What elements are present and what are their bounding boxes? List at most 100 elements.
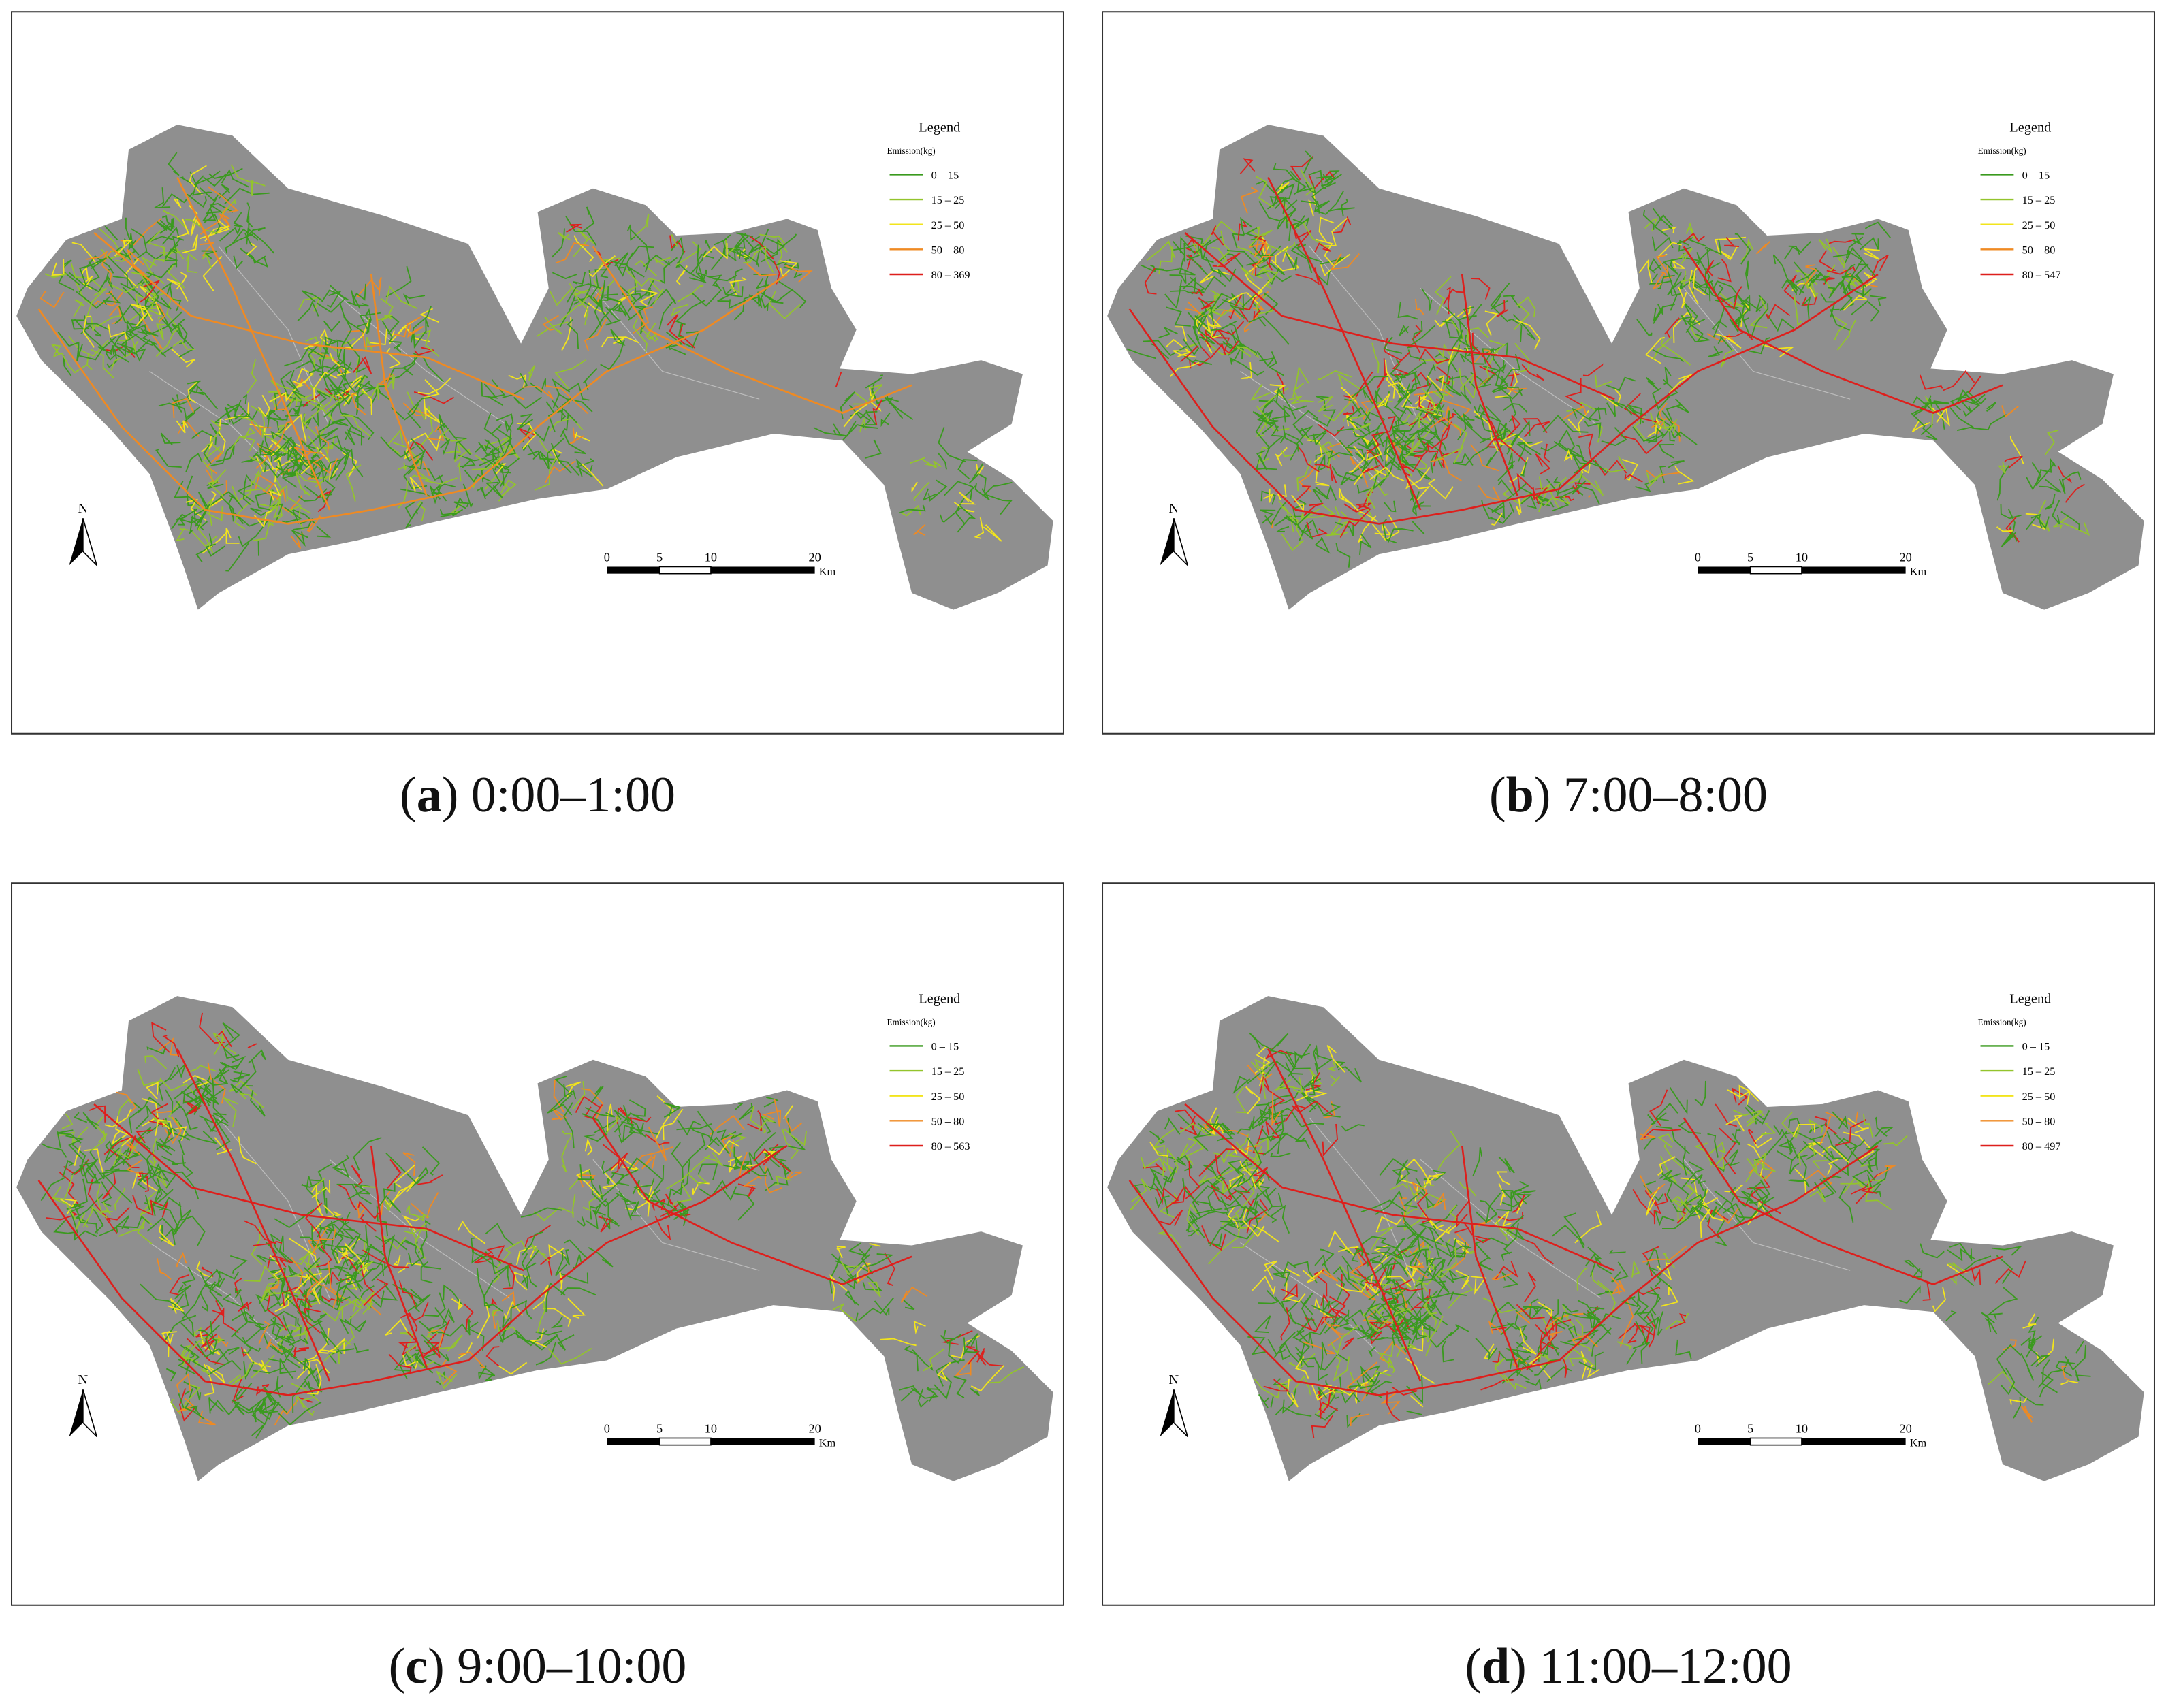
road xyxy=(414,1229,429,1259)
road xyxy=(51,259,65,276)
road xyxy=(1216,1122,1234,1142)
road xyxy=(1653,304,1663,324)
road xyxy=(409,432,441,451)
road xyxy=(1251,1223,1280,1243)
road xyxy=(1580,459,1591,474)
road xyxy=(1414,298,1424,315)
arterial-road xyxy=(37,273,788,525)
road xyxy=(629,1099,646,1117)
road xyxy=(903,1300,915,1310)
road xyxy=(1372,515,1400,541)
road xyxy=(1165,1187,1185,1209)
road xyxy=(1645,1313,1660,1330)
road xyxy=(1832,1111,1849,1130)
road xyxy=(198,1329,218,1355)
caption: (b) 7:00–8:00 xyxy=(1102,764,2155,826)
road xyxy=(1633,1322,1653,1336)
road xyxy=(765,1166,782,1193)
road xyxy=(129,1150,155,1161)
road xyxy=(208,1268,223,1308)
road xyxy=(575,458,595,477)
road xyxy=(305,1202,323,1247)
road xyxy=(699,1180,728,1198)
road xyxy=(535,1342,557,1366)
road xyxy=(1185,1137,1205,1165)
road xyxy=(1291,1100,1333,1116)
road xyxy=(303,1257,321,1282)
road xyxy=(1789,1161,1800,1175)
road xyxy=(614,252,629,269)
road xyxy=(608,307,626,317)
road xyxy=(1572,453,1608,474)
road xyxy=(1998,461,2009,474)
road xyxy=(79,1161,105,1180)
road xyxy=(1393,383,1411,414)
road xyxy=(1235,1175,1255,1215)
road xyxy=(130,304,153,321)
road xyxy=(250,180,266,196)
road xyxy=(1412,321,1423,342)
road xyxy=(1372,1304,1388,1319)
road xyxy=(156,1258,172,1280)
road xyxy=(1424,1315,1444,1343)
road xyxy=(240,416,267,435)
arterial-road xyxy=(1184,231,1615,400)
road xyxy=(187,1065,217,1074)
road xyxy=(233,400,249,417)
road xyxy=(1328,207,1355,212)
road xyxy=(880,413,891,428)
road xyxy=(1356,1379,1381,1389)
road xyxy=(1265,1121,1281,1139)
road xyxy=(114,304,142,325)
road xyxy=(1333,1356,1350,1382)
road xyxy=(1843,275,1866,300)
road xyxy=(561,1140,569,1173)
road xyxy=(1518,443,1541,462)
road xyxy=(1232,1227,1262,1248)
legend-label: 80 – 547 xyxy=(2022,268,2061,281)
road xyxy=(111,1130,127,1145)
road xyxy=(104,1206,130,1234)
road xyxy=(1943,370,1975,391)
road xyxy=(381,1234,396,1263)
road xyxy=(301,1282,317,1302)
road xyxy=(612,302,631,321)
road xyxy=(1174,1109,1196,1131)
road xyxy=(1362,1310,1396,1324)
road xyxy=(2058,479,2066,494)
road xyxy=(1179,1123,1220,1137)
road xyxy=(2040,457,2056,473)
road xyxy=(234,1334,253,1354)
road xyxy=(1281,533,1305,551)
road xyxy=(76,344,83,361)
road xyxy=(1426,442,1439,467)
road xyxy=(1792,1123,1816,1138)
road xyxy=(1369,1257,1393,1270)
road xyxy=(1499,422,1519,450)
road xyxy=(1687,316,1704,342)
road xyxy=(496,413,514,432)
road xyxy=(1681,1161,1705,1189)
road xyxy=(292,379,307,389)
road xyxy=(1326,1061,1337,1071)
road xyxy=(884,1253,895,1287)
road xyxy=(1503,1374,1527,1391)
road xyxy=(176,1306,195,1338)
road xyxy=(414,1293,431,1312)
road xyxy=(225,233,253,254)
road xyxy=(1417,1295,1442,1315)
road xyxy=(1211,225,1224,246)
road xyxy=(177,516,200,523)
road xyxy=(124,1215,150,1229)
road xyxy=(1328,1230,1355,1257)
road xyxy=(1301,428,1328,442)
road xyxy=(1323,1312,1342,1347)
road xyxy=(614,1112,647,1133)
road xyxy=(1431,378,1448,400)
road xyxy=(263,1386,277,1406)
road xyxy=(1321,1353,1348,1371)
road xyxy=(937,1361,951,1382)
road xyxy=(155,303,166,323)
road xyxy=(1406,1410,1422,1415)
road xyxy=(1483,1343,1495,1360)
